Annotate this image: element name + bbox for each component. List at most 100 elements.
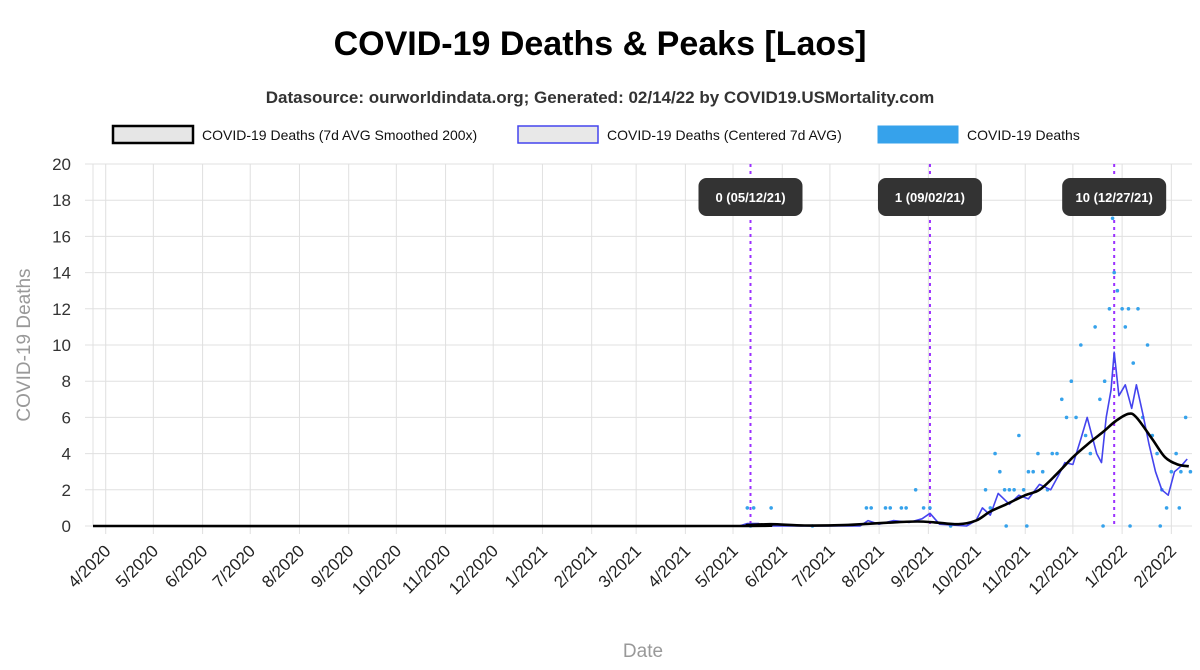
daily-point: [745, 506, 750, 510]
daily-point: [1183, 415, 1188, 420]
daily-point: [899, 506, 904, 510]
legend-swatch: [877, 125, 959, 144]
peak-label: 10 (12/27/21): [1076, 190, 1153, 205]
x-tick-label: 11/2021: [978, 541, 1034, 597]
daily-point: [1112, 270, 1116, 275]
daily-point: [864, 506, 869, 510]
daily-point: [1031, 469, 1035, 474]
y-tick-label: 2: [62, 481, 71, 500]
daily-point: [1101, 524, 1105, 528]
daily-point: [1079, 343, 1083, 347]
centered-avg-series: [93, 351, 1188, 527]
daily-point: [883, 506, 888, 510]
daily-point: [1088, 451, 1093, 456]
peak-label: 1 (09/02/21): [895, 190, 965, 205]
peak-label-box: [877, 178, 982, 216]
daily-point: [1026, 469, 1031, 474]
x-tick-label: 10/2020: [348, 541, 405, 598]
daily-point: [1174, 451, 1178, 456]
daily-point: [1036, 451, 1040, 456]
x-tick-label: 12/2020: [445, 541, 502, 598]
x-tick-label: 7/2021: [789, 541, 839, 591]
legend-label: COVID-19 Deaths (Centered 7d AVG): [607, 127, 842, 143]
x-tick-label: 3/2021: [595, 541, 645, 591]
legend-item-avg[interactable]: COVID-19 Deaths (Centered 7d AVG): [517, 125, 842, 144]
y-axis-ticks: 0 2 4 6 8 10 12 14 16 18 20: [52, 155, 71, 536]
daily-point: [1002, 488, 1007, 492]
daily-point: [1188, 469, 1193, 474]
x-tick-label: 4/2021: [644, 541, 694, 591]
chart-title: COVID-19 Deaths & Peaks [Laos]: [334, 25, 867, 63]
x-tick-label: 1/2022: [1081, 541, 1131, 591]
y-tick-label: 16: [52, 227, 71, 246]
legend-item-daily[interactable]: COVID-19 Deaths: [877, 125, 1080, 144]
grid-lines: [85, 163, 1192, 534]
daily-point: [1136, 307, 1140, 311]
y-tick-label: 8: [62, 372, 71, 391]
daily-point: [769, 506, 773, 510]
x-tick-label: 7/2020: [209, 541, 259, 591]
daily-point: [751, 506, 756, 510]
daily-point: [1128, 524, 1132, 528]
smoothed-line: [92, 412, 1190, 528]
x-tick-label: 2/2022: [1130, 541, 1180, 591]
avg-line: [93, 351, 1188, 527]
daily-point: [993, 451, 997, 456]
daily-point: [1123, 325, 1128, 329]
daily-point: [1050, 451, 1055, 456]
y-tick-label: 0: [62, 517, 71, 536]
x-tick-label: 8/2020: [258, 541, 308, 591]
y-tick-label: 18: [52, 191, 71, 210]
daily-point: [1098, 397, 1102, 402]
x-tick-label: 6/2021: [741, 541, 791, 591]
peak-labels: 0 (05/12/21) 1 (09/02/21) 10 (12/27/21): [698, 178, 1167, 216]
x-tick-label: 8/2021: [838, 541, 888, 591]
daily-point: [1145, 343, 1150, 347]
peak-label: 0 (05/12/21): [715, 190, 785, 205]
smoothed-series: [92, 412, 1190, 528]
daily-point: [1004, 524, 1008, 528]
daily-point: [1093, 325, 1097, 329]
legend-item-smoothed[interactable]: COVID-19 Deaths (7d AVG Smoothed 200x): [111, 124, 477, 145]
x-tick-label: 1/2021: [501, 541, 551, 591]
daily-point: [869, 506, 873, 510]
daily-point: [1110, 216, 1115, 221]
daily-point: [1115, 288, 1120, 293]
daily-point: [1083, 433, 1088, 438]
y-tick-label: 14: [52, 264, 71, 283]
daily-point: [1126, 307, 1131, 311]
peak-markers: [749, 164, 1116, 526]
daily-point: [1055, 451, 1059, 456]
daily-point: [998, 469, 1002, 474]
daily-point: [928, 506, 932, 510]
x-tick-label: 5/2020: [112, 541, 162, 591]
legend[interactable]: COVID-19 Deaths (7d AVG Smoothed 200x) CO…: [111, 124, 1080, 145]
daily-point: [1007, 488, 1012, 492]
x-tick-label: 5/2021: [692, 541, 742, 591]
daily-point: [1164, 506, 1169, 510]
x-tick-label: 6/2020: [161, 541, 211, 591]
y-tick-label: 4: [62, 445, 71, 464]
daily-point: [1120, 307, 1124, 311]
x-axis-label: Date: [623, 641, 663, 662]
y-tick-label: 20: [52, 155, 71, 174]
y-tick-label: 12: [52, 300, 71, 319]
daily-point: [1158, 524, 1163, 528]
daily-point: [1021, 488, 1026, 492]
daily-point: [1064, 415, 1069, 420]
daily-point: [913, 488, 918, 492]
daily-point: [1131, 361, 1136, 365]
daily-point: [1074, 415, 1078, 420]
legend-swatch: [517, 125, 599, 144]
y-tick-label: 6: [62, 408, 71, 427]
legend-label: COVID-19 Deaths: [967, 127, 1080, 143]
daily-point: [1025, 524, 1029, 528]
daily-point: [1069, 379, 1074, 384]
legend-swatch: [111, 124, 195, 145]
daily-point: [988, 506, 993, 510]
y-tick-label: 10: [52, 336, 71, 355]
x-tick-label: 10/2021: [928, 541, 985, 598]
x-tick-label: 12/2021: [1025, 541, 1082, 598]
